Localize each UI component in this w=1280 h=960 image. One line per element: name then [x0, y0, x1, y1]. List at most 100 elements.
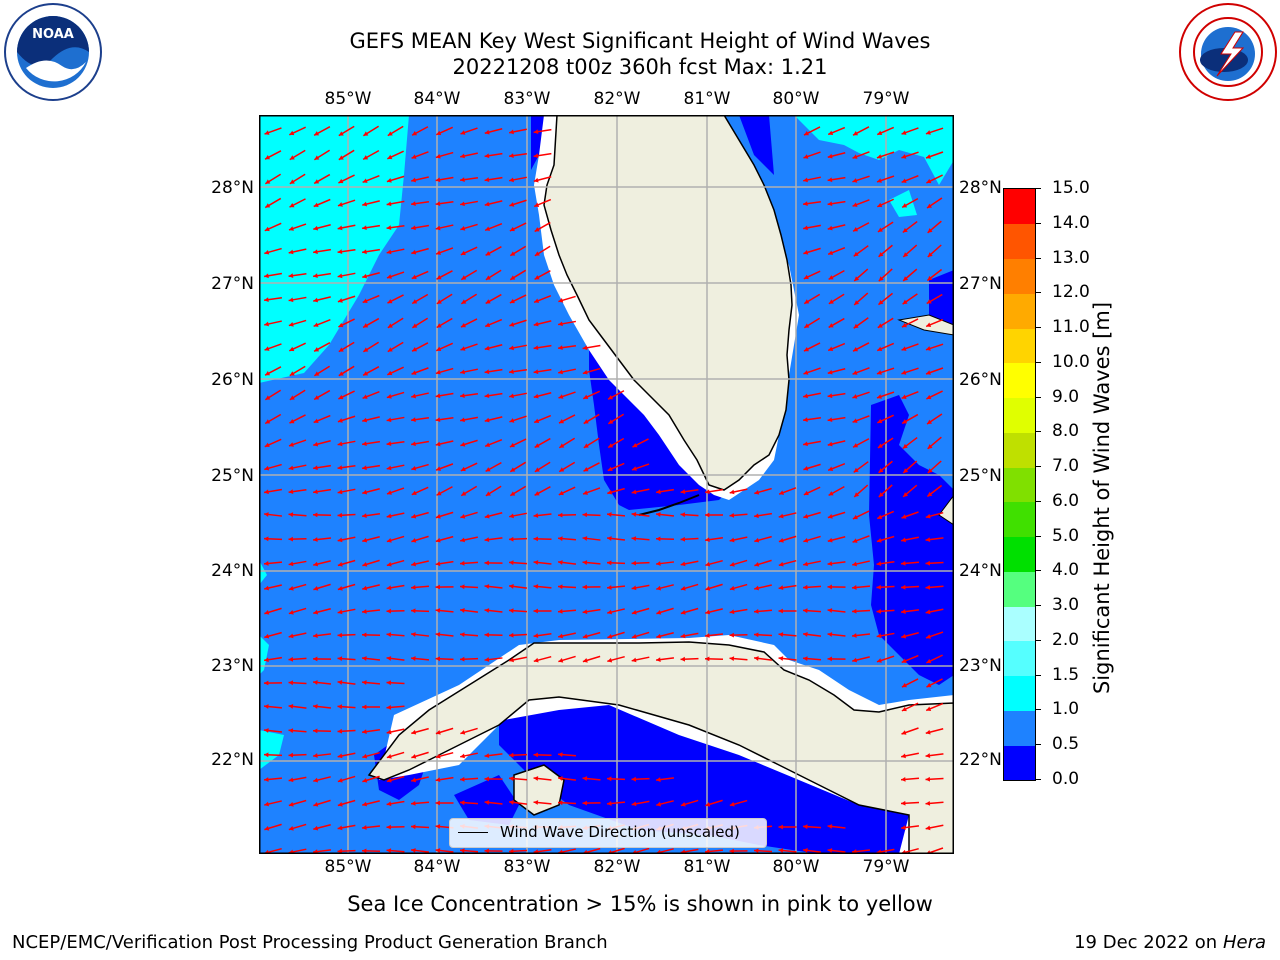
wave-direction-arrowhead [313, 512, 318, 518]
wave-direction-arrowhead [729, 656, 735, 661]
wave-direction-arrowhead [411, 585, 416, 590]
wave-direction-arrowhead [854, 300, 860, 305]
wave-direction-arrowhead [509, 560, 514, 566]
wave-direction-arrowhead [558, 633, 564, 639]
colorbar-tick-mark [1035, 257, 1041, 259]
wave-direction-arrowhead [460, 369, 465, 375]
wave-direction-arrowhead [288, 249, 294, 255]
wave-direction-arrowhead [901, 633, 907, 639]
wave-direction-arrowhead [903, 276, 909, 281]
wave-direction-arrowhead [460, 776, 465, 782]
wave-direction-arrowhead [510, 491, 516, 496]
wave-direction-arrowhead [264, 680, 269, 686]
wave-direction-arrowhead [435, 393, 441, 399]
wave-direction-arrowhead [509, 298, 515, 304]
wave-direction-arrowhead [386, 465, 392, 471]
wave-direction-arrowhead [288, 826, 294, 831]
footer-date: 19 Dec 2022 on [1074, 932, 1218, 953]
wave-direction-arrowhead [925, 346, 931, 351]
footer-right: 19 Dec 2022 on Hera [1074, 932, 1266, 954]
wave-direction-arrowhead [559, 467, 565, 472]
wave-direction-arrowhead [509, 369, 514, 375]
wave-direction-arrowhead [925, 729, 931, 735]
wave-direction-arrowhead [852, 608, 857, 614]
wave-direction-arrowhead [484, 345, 490, 351]
wave-direction-arrowhead [387, 298, 393, 304]
wave-direction-arrowhead [582, 560, 588, 565]
wave-direction-arrowhead [386, 848, 392, 853]
wave-direction-arrowhead [485, 467, 491, 472]
wave-direction-arrowhead [852, 178, 858, 183]
wave-direction-arrowhead [582, 512, 588, 518]
wave-direction-arrowhead [827, 561, 833, 566]
wave-direction-arrowhead [901, 322, 907, 328]
wave-direction-arrowhead [853, 227, 859, 232]
wave-direction-arrowhead [484, 657, 490, 662]
wave-direction-arrowhead [705, 586, 711, 591]
wave-direction-arrowhead [509, 129, 514, 135]
wave-direction-arrowhead [878, 300, 884, 305]
wave-direction-arrowhead [656, 561, 661, 566]
footer-left: NCEP/EMC/Verification Post Processing Pr… [12, 932, 608, 953]
wave-direction-arrowhead [411, 777, 417, 783]
sea-ice-note: Sea Ice Concentration > 15% is shown in … [347, 892, 933, 916]
wave-direction-arrowhead [435, 800, 440, 806]
wave-direction-arrowhead [803, 848, 808, 853]
wave-direction-arrowhead [903, 492, 909, 497]
wave-direction-arrowhead [264, 536, 269, 542]
wave-direction-arrowhead [877, 443, 883, 448]
wave-direction-arrowhead [925, 513, 931, 519]
wave-direction-arrowhead [852, 585, 857, 590]
wave-direction-arrowhead [533, 657, 539, 663]
wave-direction-arrowhead [827, 153, 833, 159]
colorbar-tick-mark [1035, 500, 1041, 502]
wave-direction-arrowhead [386, 417, 392, 423]
wave-direction-arrowhead [289, 179, 295, 184]
wave-direction-arrowhead [631, 634, 637, 639]
wave-direction-arrowhead [778, 538, 784, 543]
wave-direction-arrowhead [902, 419, 908, 424]
colorbar-tick-mark [1035, 570, 1041, 572]
wave-direction-arrowhead [387, 323, 393, 328]
wave-direction-arrowhead [288, 610, 294, 615]
wave-direction-arrowhead [435, 177, 441, 183]
wave-direction-arrowhead [461, 275, 467, 280]
wave-direction-arrowhead [534, 298, 540, 303]
wave-direction-arrowhead [362, 178, 368, 183]
colorbar-tick-mark [1035, 605, 1041, 607]
wave-direction-arrowhead [411, 490, 417, 496]
colorbar-tick-mark [1035, 779, 1041, 780]
wave-direction-arrowhead [582, 345, 588, 351]
wave-direction-arrowhead [533, 369, 539, 375]
wave-direction-arrowhead [265, 419, 271, 424]
wave-direction-arrowhead [264, 512, 269, 517]
wave-direction-arrowhead [729, 848, 734, 854]
wave-direction-arrowhead [583, 467, 589, 472]
wave-direction-arrowhead [778, 632, 784, 637]
wave-direction-arrowhead [803, 225, 808, 231]
wave-band-0-0.5-bahamas [869, 395, 954, 685]
wave-direction-arrowhead [558, 800, 563, 806]
wave-direction-arrowhead [778, 656, 784, 661]
wave-direction-arrowhead [412, 347, 418, 352]
lon-label-top: 80°W [772, 89, 820, 109]
wave-direction-arrowhead [582, 776, 588, 781]
wave-direction-arrowhead [435, 225, 441, 231]
wave-direction-arrowhead [583, 443, 589, 448]
wave-direction-arrowhead [509, 418, 515, 423]
wave-direction-arrowhead [558, 418, 564, 424]
wave-direction-arrowhead [901, 776, 906, 782]
wave-direction-arrowhead [338, 131, 344, 136]
wave-direction-arrowhead [877, 202, 883, 208]
wave-direction-arrowhead [533, 129, 539, 135]
wave-direction-arrowhead [729, 489, 735, 495]
wave-direction-arrowhead [754, 848, 759, 854]
wave-direction-arrowhead [926, 178, 932, 184]
wave-direction-arrowhead [337, 465, 343, 471]
wave-direction-arrowhead [288, 322, 294, 327]
lon-label-bottom: 85°W [324, 857, 372, 877]
wave-direction-arrowhead [901, 800, 906, 806]
wave-direction-arrowhead [803, 608, 808, 614]
wave-direction-arrowhead [436, 323, 442, 328]
wave-direction-arrowhead [386, 561, 392, 567]
